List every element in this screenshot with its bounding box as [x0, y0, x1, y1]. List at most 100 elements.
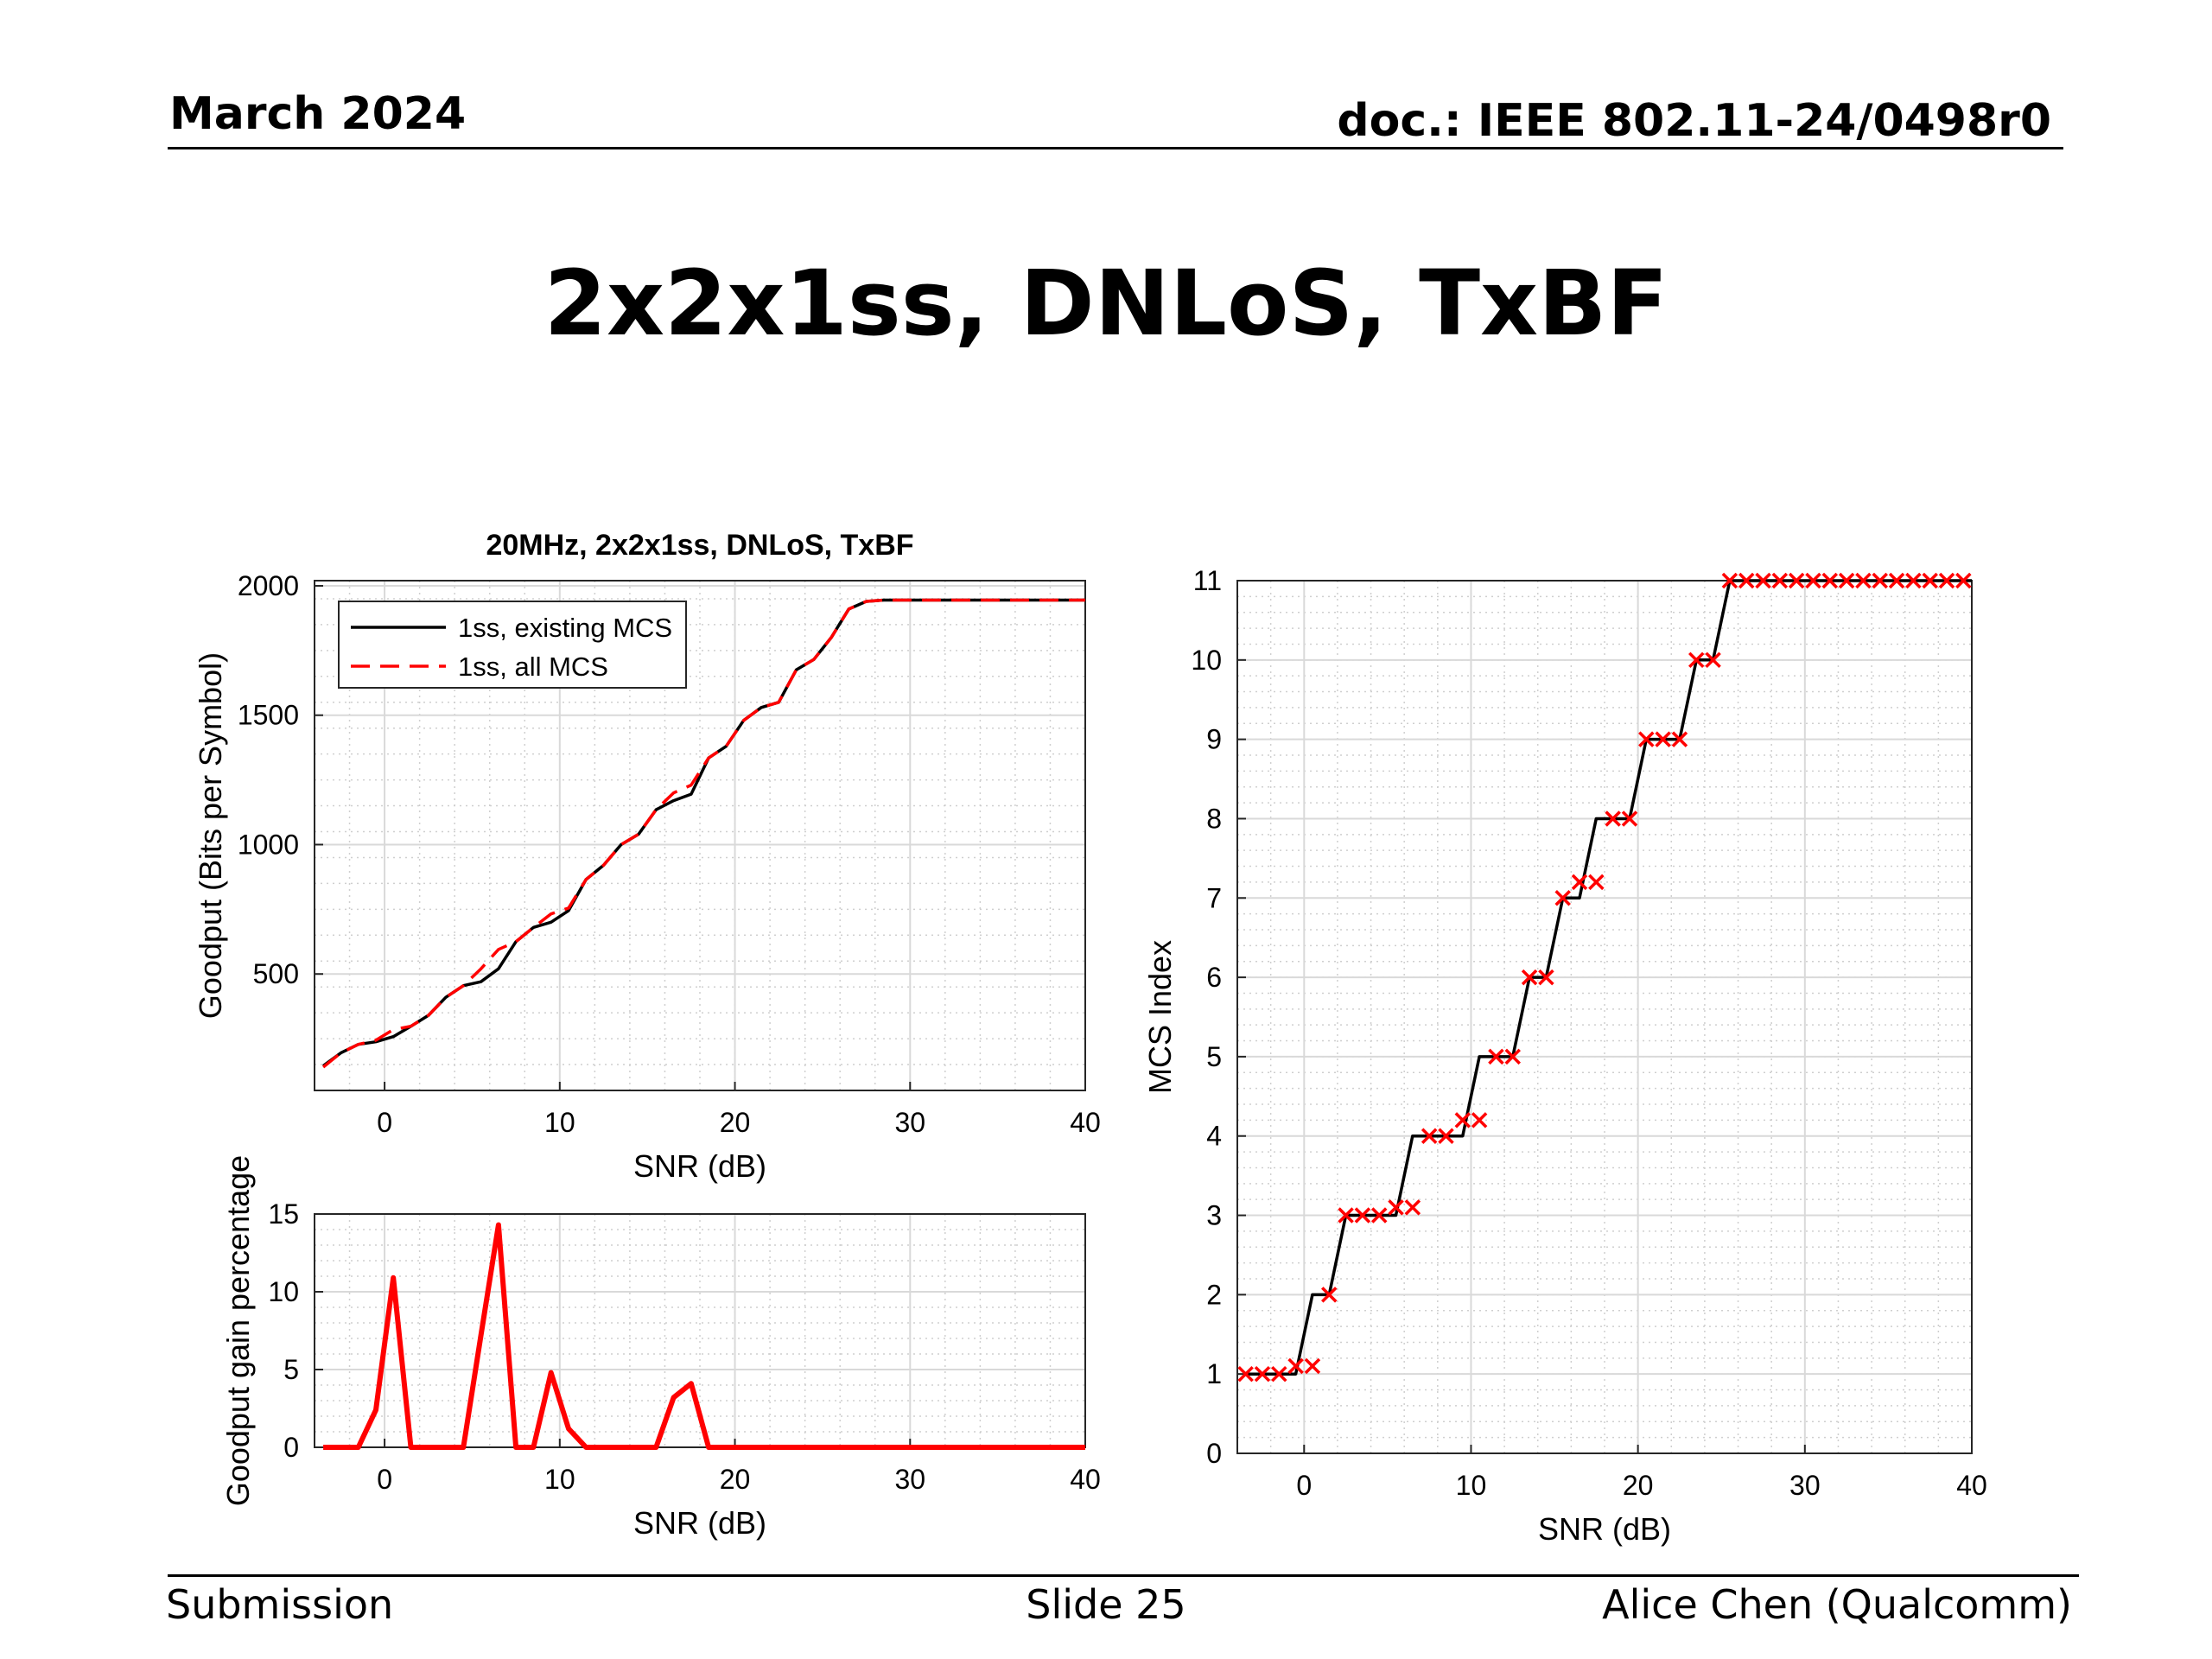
mcs-data-marker — [1571, 874, 1588, 891]
goodput-chart-title: 20MHz, 2x2x1ss, DNLoS, TxBF — [486, 529, 913, 562]
goodput-y-tick-label: 1500 — [238, 700, 299, 731]
mcs-data-marker — [1321, 1287, 1338, 1303]
gain-x-tick-label: 20 — [720, 1464, 751, 1495]
gain-x-tick-label: 40 — [1070, 1464, 1101, 1495]
goodput-axes-box — [314, 580, 1086, 1091]
mcs-data-marker — [1271, 1365, 1287, 1382]
gain-x-axis-label: SNR (dB) — [633, 1505, 766, 1541]
mcs-y-tick-label: 7 — [1206, 882, 1222, 913]
goodput-x-tick-label: 0 — [377, 1107, 392, 1138]
mcs-data-marker — [1955, 572, 1972, 589]
goodput-x-tick-label: 40 — [1070, 1107, 1101, 1138]
mcs-data-marker — [1688, 652, 1705, 669]
mcs-data-marker — [1905, 572, 1922, 589]
mcs-data-marker — [1872, 572, 1888, 589]
mcs-x-tick-label: 0 — [1296, 1470, 1312, 1501]
mcs-x-tick-label: 40 — [1956, 1470, 1987, 1501]
legend-entry-label: 1ss, existing MCS — [458, 613, 672, 643]
mcs-y-tick-label: 0 — [1206, 1438, 1222, 1469]
goodput-x-tick-label: 10 — [544, 1107, 575, 1138]
mcs-data-marker — [1471, 1112, 1488, 1128]
mcs-data-marker — [1421, 1128, 1438, 1144]
gain-y-tick-label: 10 — [268, 1276, 299, 1307]
mcs-y-tick-label: 1 — [1206, 1358, 1222, 1389]
gain-y-axis-label: Goodput gain percentage — [220, 1155, 256, 1506]
mcs-data-marker — [1521, 969, 1538, 986]
mcs-data-marker — [1821, 572, 1839, 589]
gain-y-tick-label: 15 — [268, 1198, 299, 1230]
mcs-data-marker — [1838, 572, 1855, 589]
header-doc-id: doc.: IEEE 802.11-24/0498r0 — [1337, 95, 2051, 147]
gain-series-line-0 — [323, 1222, 1085, 1450]
gain-y-tick-label: 0 — [283, 1432, 299, 1463]
gain-x-tick-label: 30 — [894, 1464, 925, 1495]
mcs-y-tick-label: 3 — [1206, 1200, 1222, 1231]
mcs-x-tick-label: 30 — [1789, 1470, 1821, 1501]
mcs-data-marker — [1621, 810, 1638, 827]
gain-axes-box — [314, 1213, 1086, 1448]
mcs-y-tick-label: 6 — [1206, 962, 1222, 993]
mcs-data-marker — [1638, 731, 1655, 747]
mcs-y-tick-label: 10 — [1191, 645, 1222, 676]
goodput-x-tick-label: 30 — [894, 1107, 925, 1138]
header-rule — [168, 147, 2063, 149]
mcs-data-marker — [1655, 731, 1671, 747]
mcs-data-marker — [1755, 572, 1771, 589]
footer-slide-number: Slide 25 — [1026, 1581, 1186, 1628]
mcs-data-marker — [1721, 572, 1738, 589]
gain-x-tick-label: 0 — [377, 1464, 392, 1495]
goodput-y-tick-label: 500 — [253, 958, 299, 989]
mcs-y-tick-label: 8 — [1206, 803, 1222, 834]
mcs-data-marker — [1370, 1207, 1388, 1224]
legend-entry-label: 1ss, all MCS — [458, 652, 608, 682]
mcs-x-tick-label: 10 — [1456, 1470, 1487, 1501]
goodput-x-tick-label: 20 — [720, 1107, 751, 1138]
mcs-x-axis-label: SNR (dB) — [1538, 1511, 1671, 1547]
mcs-data-marker — [1771, 572, 1789, 589]
mcs-data-marker — [1705, 652, 1721, 669]
mcs-data-marker — [1254, 1365, 1271, 1382]
mcs-data-marker — [1354, 1207, 1371, 1224]
mcs-data-marker — [1738, 572, 1755, 589]
mcs-data-marker — [1304, 1357, 1321, 1375]
mcs-data-marker — [1488, 1048, 1504, 1065]
goodput-series-line-1 — [322, 598, 1085, 1069]
mcs-data-marker — [1588, 874, 1605, 891]
mcs-data-marker — [1788, 572, 1805, 589]
mcs-data-marker — [1605, 810, 1621, 827]
mcs-data-marker — [1454, 1112, 1471, 1128]
mcs-data-marker — [1888, 572, 1905, 589]
header-date: March 2024 — [169, 88, 467, 140]
gain-y-tick-label: 5 — [283, 1354, 299, 1385]
mcs-data-marker — [1287, 1357, 1304, 1375]
mcs-x-tick-label: 20 — [1623, 1470, 1654, 1501]
mcs-data-marker — [1404, 1199, 1421, 1216]
mcs-y-tick-label: 4 — [1206, 1121, 1222, 1152]
mcs-data-marker — [1554, 890, 1571, 906]
footer-rule — [168, 1574, 2079, 1577]
mcs-data-marker — [1237, 1365, 1254, 1382]
goodput-y-tick-label: 2000 — [238, 570, 299, 601]
mcs-data-marker — [1388, 1199, 1404, 1216]
mcs-data-marker — [1438, 1128, 1454, 1144]
mcs-y-tick-label: 9 — [1206, 724, 1222, 755]
footer-submission: Submission — [166, 1581, 394, 1628]
footer-author: Alice Chen (Qualcomm) — [1602, 1581, 2072, 1628]
mcs-y-tick-label: 11 — [1193, 565, 1222, 596]
mcs-data-marker — [1805, 572, 1821, 589]
mcs-data-marker — [1855, 572, 1872, 589]
goodput-y-tick-label: 1000 — [238, 829, 299, 860]
mcs-data-marker — [1538, 969, 1554, 986]
gain-x-tick-label: 10 — [544, 1464, 575, 1495]
mcs-y-tick-label: 5 — [1206, 1041, 1222, 1072]
mcs-y-tick-label: 2 — [1206, 1279, 1222, 1310]
mcs-axes-box — [1236, 580, 1973, 1454]
mcs-data-marker — [1671, 731, 1688, 747]
mcs-data-marker — [1922, 572, 1938, 589]
legend-box — [338, 601, 687, 689]
mcs-data-marker — [1504, 1048, 1521, 1065]
slide-title: 2x2x1ss, DNLoS, TxBF — [543, 251, 1669, 356]
mcs-y-axis-label: MCS Index — [1142, 940, 1178, 1094]
mcs-data-marker — [1938, 572, 1955, 589]
